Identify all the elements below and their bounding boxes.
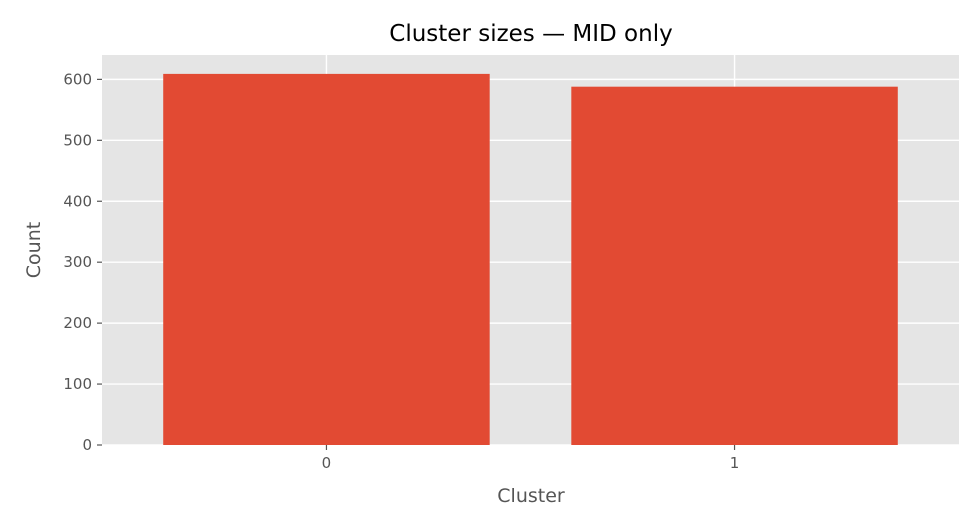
x-tick-label: 1 (730, 454, 740, 472)
bar-cluster-0 (163, 73, 490, 445)
y-tick-label: 200 (63, 314, 92, 332)
bar-cluster-1 (571, 86, 898, 445)
x-tick-label: 0 (322, 454, 332, 472)
y-tick-label: 600 (63, 70, 92, 88)
x-axis-label: Cluster (497, 485, 565, 507)
y-tick-label: 400 (63, 192, 92, 210)
chart-title: Cluster sizes — MID only (389, 21, 672, 47)
y-tick-label: 300 (63, 253, 92, 271)
y-axis-ticks: 0 100 200 300 400 500 600 (63, 70, 102, 454)
bars (163, 73, 898, 445)
y-axis-label: Count (23, 222, 45, 278)
y-tick-label: 100 (63, 375, 92, 393)
y-tick-label: 0 (82, 436, 92, 454)
y-tick-label: 500 (63, 131, 92, 149)
